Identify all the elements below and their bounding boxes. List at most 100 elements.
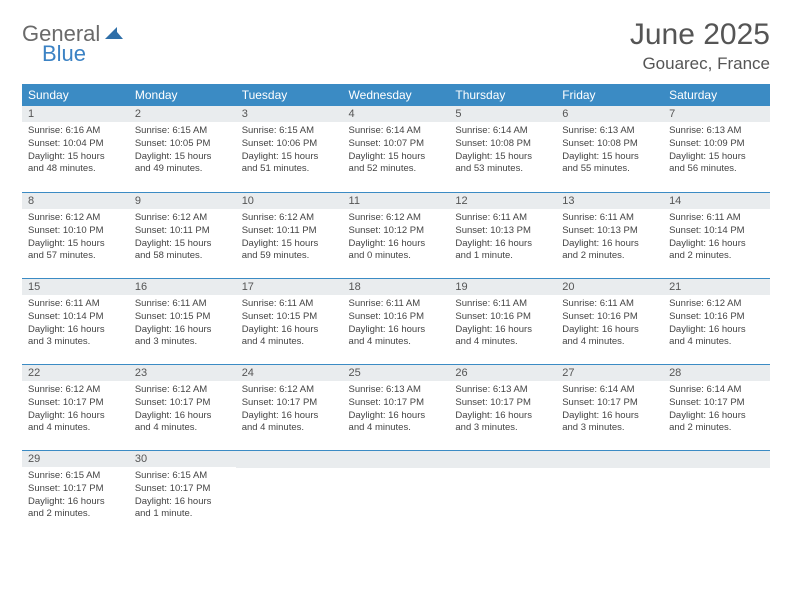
day-number-bar: 23 [129,364,236,381]
sunrise-line: Sunrise: 6:13 AM [669,125,764,138]
day-cell: 12Sunrise: 6:11 AMSunset: 10:13 PMDaylig… [449,192,556,278]
day-number-bar: 22 [22,364,129,381]
daylight-line: Daylight: 16 hours and 1 minute. [455,238,550,264]
sunrise-line: Sunrise: 6:11 AM [135,298,230,311]
sunrise-line: Sunrise: 6:12 AM [349,212,444,225]
sunset-line: Sunset: 10:17 PM [28,483,123,496]
daylight-line: Daylight: 16 hours and 4 minutes. [562,324,657,350]
week-row: 8Sunrise: 6:12 AMSunset: 10:10 PMDayligh… [22,192,770,278]
daylight-line: Daylight: 16 hours and 2 minutes. [669,238,764,264]
day-body: Sunrise: 6:13 AMSunset: 10:17 PMDaylight… [343,381,450,439]
day-body: Sunrise: 6:11 AMSunset: 10:16 PMDaylight… [343,295,450,353]
week-row: 15Sunrise: 6:11 AMSunset: 10:14 PMDaylig… [22,278,770,364]
day-cell: 16Sunrise: 6:11 AMSunset: 10:15 PMDaylig… [129,278,236,364]
sunset-line: Sunset: 10:15 PM [242,311,337,324]
day-number-bar: 7 [663,106,770,122]
day-body: Sunrise: 6:14 AMSunset: 10:07 PMDaylight… [343,122,450,180]
day-number-bar: 29 [22,450,129,467]
day-number-bar: 30 [129,450,236,467]
day-number-bar: 6 [556,106,663,122]
day-body: Sunrise: 6:12 AMSunset: 10:11 PMDaylight… [129,209,236,267]
sunset-line: Sunset: 10:14 PM [28,311,123,324]
sunrise-line: Sunrise: 6:12 AM [669,298,764,311]
sunrise-line: Sunrise: 6:12 AM [28,384,123,397]
sunset-line: Sunset: 10:13 PM [455,225,550,238]
sunrise-line: Sunrise: 6:14 AM [349,125,444,138]
day-body: Sunrise: 6:11 AMSunset: 10:15 PMDaylight… [129,295,236,353]
day-cell: 25Sunrise: 6:13 AMSunset: 10:17 PMDaylig… [343,364,450,450]
day-cell: 4Sunrise: 6:14 AMSunset: 10:07 PMDayligh… [343,106,450,192]
day-number-bar [449,450,556,468]
day-body: Sunrise: 6:12 AMSunset: 10:12 PMDaylight… [343,209,450,267]
daylight-line: Daylight: 16 hours and 4 minutes. [28,410,123,436]
day-number-bar: 1 [22,106,129,122]
sunset-line: Sunset: 10:17 PM [669,397,764,410]
day-number-bar: 18 [343,278,450,295]
sunrise-line: Sunrise: 6:16 AM [28,125,123,138]
sunrise-line: Sunrise: 6:13 AM [562,125,657,138]
day-cell: 5Sunrise: 6:14 AMSunset: 10:08 PMDayligh… [449,106,556,192]
daylight-line: Daylight: 15 hours and 56 minutes. [669,151,764,177]
day-body: Sunrise: 6:11 AMSunset: 10:14 PMDaylight… [22,295,129,353]
day-number-bar: 27 [556,364,663,381]
day-number-bar: 3 [236,106,343,122]
sunrise-line: Sunrise: 6:14 AM [562,384,657,397]
week-row: 22Sunrise: 6:12 AMSunset: 10:17 PMDaylig… [22,364,770,450]
daylight-line: Daylight: 15 hours and 53 minutes. [455,151,550,177]
weekday-header: Sunday [22,84,129,106]
sunrise-line: Sunrise: 6:12 AM [135,212,230,225]
day-number-bar: 19 [449,278,556,295]
day-body: Sunrise: 6:11 AMSunset: 10:16 PMDaylight… [556,295,663,353]
sunset-line: Sunset: 10:16 PM [669,311,764,324]
day-body: Sunrise: 6:11 AMSunset: 10:13 PMDaylight… [449,209,556,267]
day-cell: 3Sunrise: 6:15 AMSunset: 10:06 PMDayligh… [236,106,343,192]
day-number-bar: 28 [663,364,770,381]
day-cell: 9Sunrise: 6:12 AMSunset: 10:11 PMDayligh… [129,192,236,278]
sunrise-line: Sunrise: 6:11 AM [28,298,123,311]
daylight-line: Daylight: 15 hours and 48 minutes. [28,151,123,177]
sunset-line: Sunset: 10:11 PM [135,225,230,238]
day-number-bar: 25 [343,364,450,381]
empty-day-cell [343,450,450,536]
day-number-bar: 2 [129,106,236,122]
day-number-bar [236,450,343,468]
sunset-line: Sunset: 10:17 PM [455,397,550,410]
day-number-bar: 16 [129,278,236,295]
daylight-line: Daylight: 15 hours and 59 minutes. [242,238,337,264]
daylight-line: Daylight: 16 hours and 3 minutes. [135,324,230,350]
empty-day-cell [556,450,663,536]
header: General Blue June 2025 Gouarec, France [22,18,770,74]
daylight-line: Daylight: 15 hours and 58 minutes. [135,238,230,264]
day-body: Sunrise: 6:12 AMSunset: 10:16 PMDaylight… [663,295,770,353]
day-number-bar: 5 [449,106,556,122]
daylight-line: Daylight: 16 hours and 3 minutes. [562,410,657,436]
day-cell: 23Sunrise: 6:12 AMSunset: 10:17 PMDaylig… [129,364,236,450]
day-cell: 14Sunrise: 6:11 AMSunset: 10:14 PMDaylig… [663,192,770,278]
day-body: Sunrise: 6:11 AMSunset: 10:14 PMDaylight… [663,209,770,267]
daylight-line: Daylight: 16 hours and 4 minutes. [135,410,230,436]
daylight-line: Daylight: 16 hours and 4 minutes. [349,324,444,350]
daylight-line: Daylight: 16 hours and 4 minutes. [242,410,337,436]
day-body: Sunrise: 6:15 AMSunset: 10:06 PMDaylight… [236,122,343,180]
daylight-line: Daylight: 16 hours and 2 minutes. [28,496,123,522]
daylight-line: Daylight: 16 hours and 3 minutes. [455,410,550,436]
day-cell: 22Sunrise: 6:12 AMSunset: 10:17 PMDaylig… [22,364,129,450]
sunset-line: Sunset: 10:04 PM [28,138,123,151]
daylight-line: Daylight: 15 hours and 51 minutes. [242,151,337,177]
sunset-line: Sunset: 10:09 PM [669,138,764,151]
sunrise-line: Sunrise: 6:11 AM [455,298,550,311]
logo: General Blue [22,18,123,64]
sunrise-line: Sunrise: 6:12 AM [28,212,123,225]
day-cell: 15Sunrise: 6:11 AMSunset: 10:14 PMDaylig… [22,278,129,364]
day-cell: 8Sunrise: 6:12 AMSunset: 10:10 PMDayligh… [22,192,129,278]
sunrise-line: Sunrise: 6:11 AM [562,298,657,311]
day-body: Sunrise: 6:13 AMSunset: 10:09 PMDaylight… [663,122,770,180]
daylight-line: Daylight: 16 hours and 4 minutes. [455,324,550,350]
sunrise-line: Sunrise: 6:14 AM [669,384,764,397]
sunset-line: Sunset: 10:17 PM [242,397,337,410]
day-cell: 26Sunrise: 6:13 AMSunset: 10:17 PMDaylig… [449,364,556,450]
day-number-bar [343,450,450,468]
day-number-bar [556,450,663,468]
sunrise-line: Sunrise: 6:12 AM [242,384,337,397]
sunrise-line: Sunrise: 6:11 AM [669,212,764,225]
